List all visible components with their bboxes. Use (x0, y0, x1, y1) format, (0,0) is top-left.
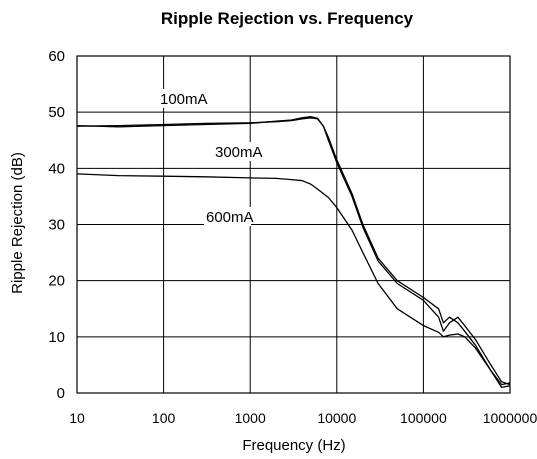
annotation-background (213, 142, 260, 161)
annotation-600mA: 600mA (206, 209, 254, 226)
y-tick-label: 10 (48, 329, 65, 346)
y-tick-label: 50 (48, 104, 65, 121)
x-tick-label: 100000 (400, 410, 447, 426)
y-axis-label: Ripple Rejection (dB) (9, 152, 26, 294)
y-tick-label: 30 (48, 217, 65, 234)
x-tick-label: 10 (69, 410, 85, 426)
series-line-100mA (76, 117, 511, 386)
annotation-background (204, 207, 251, 226)
series-line-300mA (76, 116, 511, 386)
series-line-600mA (76, 173, 511, 389)
chart-title: Ripple Rejection vs. Frequency (161, 9, 414, 28)
series-annotations: 100mA 300mA 600mA (158, 89, 263, 226)
annotation-300mA: 300mA (215, 144, 263, 161)
x-axis-label: Frequency (Hz) (242, 437, 345, 454)
grid-lines (77, 56, 510, 393)
annotation-100mA: 100mA (160, 91, 208, 108)
y-tick-label: 40 (48, 160, 65, 177)
y-tick-label: 20 (48, 273, 65, 290)
x-tick-label: 10000 (317, 410, 356, 426)
x-tick-label: 1000000 (483, 410, 537, 426)
plot-frame (76, 55, 511, 394)
annotation-background (158, 89, 205, 108)
x-tick-label: 100 (152, 410, 176, 426)
x-tick-label: 1000 (235, 410, 266, 426)
y-tick-label: 0 (57, 385, 65, 402)
y-tick-label: 60 (48, 48, 65, 65)
series-lines (76, 116, 511, 389)
